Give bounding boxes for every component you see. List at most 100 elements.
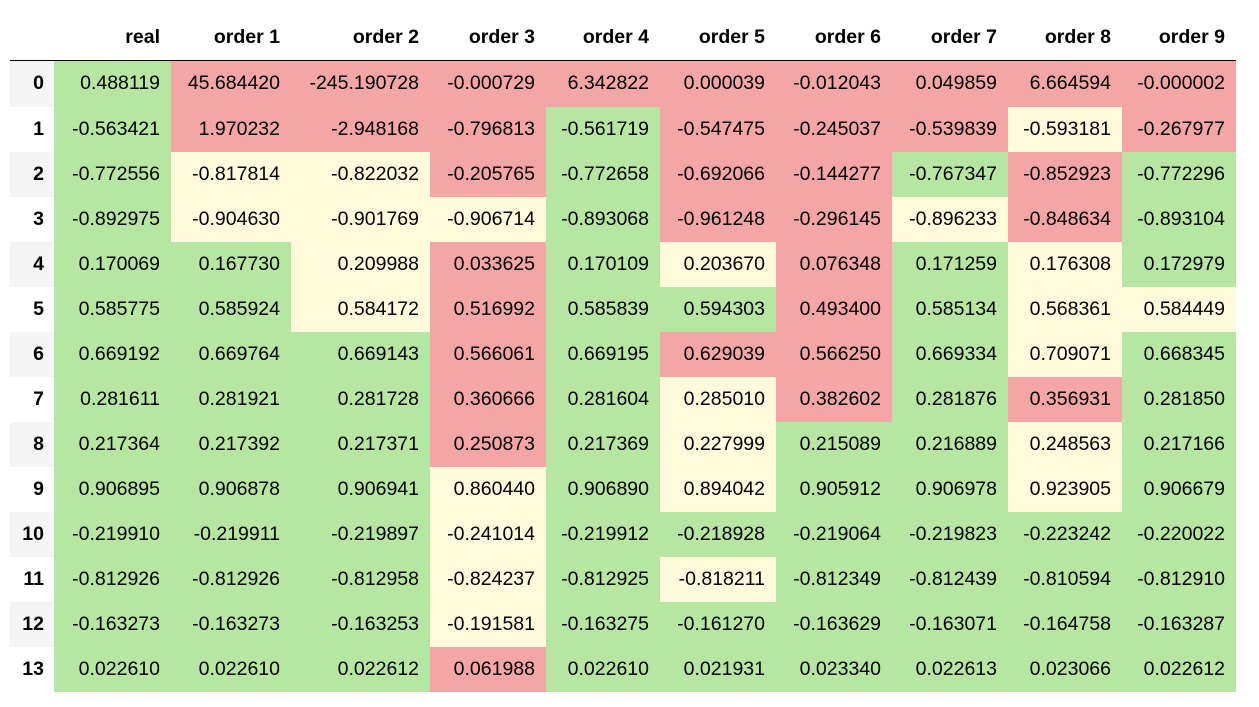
table-cell: 0.049859 [892, 60, 1008, 107]
table-cell: -0.767347 [892, 152, 1008, 197]
table-row: 7 0.281611 0.281921 0.281728 0.360666 0.28160… [10, 377, 1236, 422]
column-header[interactable]: order 8 [1008, 15, 1122, 61]
table-cell: 0.022610 [546, 647, 660, 692]
table-cell: 0.281611 [54, 377, 171, 422]
table-cell: 0.216889 [892, 422, 1008, 467]
table-cell: 0.203670 [660, 242, 776, 287]
table-cell: -0.561719 [546, 107, 660, 152]
column-header[interactable]: order 4 [546, 15, 660, 61]
table-cell: -0.812439 [892, 557, 1008, 602]
table-cell: 0.022612 [1122, 647, 1236, 692]
table-cell: 0.594303 [660, 287, 776, 332]
table-row: 0 0.488119 45.684420 -245.190728 -0.000729 6.… [10, 60, 1236, 107]
table-cell: 0.906941 [291, 467, 430, 512]
column-header[interactable]: real [54, 15, 171, 61]
table-row: 4 0.170069 0.167730 0.209988 0.033625 0.17010… [10, 242, 1236, 287]
table-cell: -0.223242 [1008, 512, 1122, 557]
table-cell: -0.772658 [546, 152, 660, 197]
table-cell: -0.218928 [660, 512, 776, 557]
table-cell: -0.163273 [54, 602, 171, 647]
table-cell: 0.669143 [291, 332, 430, 377]
table-body: 0 0.488119 45.684420 -245.190728 -0.000729 6.… [10, 60, 1236, 692]
table-cell: -0.144277 [776, 152, 892, 197]
column-header[interactable]: order 7 [892, 15, 1008, 61]
table-cell: -0.772296 [1122, 152, 1236, 197]
table-cell: -0.563421 [54, 107, 171, 152]
table-cell: 45.684420 [171, 60, 291, 107]
table-cell: -0.219912 [546, 512, 660, 557]
row-index: 7 [10, 377, 54, 422]
table-cell: 0.566250 [776, 332, 892, 377]
table-cell: 0.022613 [892, 647, 1008, 692]
row-index: 10 [10, 512, 54, 557]
table-cell: 0.669764 [171, 332, 291, 377]
column-header[interactable]: order 6 [776, 15, 892, 61]
table-cell: -0.692066 [660, 152, 776, 197]
table-cell: 0.285010 [660, 377, 776, 422]
table-cell: -0.245037 [776, 107, 892, 152]
table-cell: 0.281728 [291, 377, 430, 422]
table-cell: 0.906878 [171, 467, 291, 512]
table-row: 8 0.217364 0.217392 0.217371 0.250873 0.21736… [10, 422, 1236, 467]
table-cell: -0.812958 [291, 557, 430, 602]
table-cell: -0.219897 [291, 512, 430, 557]
table-cell: 0.585134 [892, 287, 1008, 332]
table-cell: 0.170109 [546, 242, 660, 287]
column-header[interactable]: order 1 [171, 15, 291, 61]
table-cell: 0.061988 [430, 647, 546, 692]
table-cell: -0.296145 [776, 197, 892, 242]
table-cell: 6.342822 [546, 60, 660, 107]
table-cell: -0.000729 [430, 60, 546, 107]
table-cell: -0.796813 [430, 107, 546, 152]
table-cell: 0.023340 [776, 647, 892, 692]
table-cell: 0.250873 [430, 422, 546, 467]
table-cell: -0.163071 [892, 602, 1008, 647]
row-index: 1 [10, 107, 54, 152]
table-cell: -0.163253 [291, 602, 430, 647]
table-cell: -0.892975 [54, 197, 171, 242]
table-cell: 0.584172 [291, 287, 430, 332]
table-cell: 0.023066 [1008, 647, 1122, 692]
table-cell: 0.906890 [546, 467, 660, 512]
table-cell: 0.906978 [892, 467, 1008, 512]
table-cell: -0.163273 [171, 602, 291, 647]
table-cell: 0.356931 [1008, 377, 1122, 422]
table-cell: 0.585924 [171, 287, 291, 332]
table-cell: -0.163287 [1122, 602, 1236, 647]
index-header [10, 15, 54, 61]
row-index: 13 [10, 647, 54, 692]
table-cell: 0.382602 [776, 377, 892, 422]
table-cell: -0.220022 [1122, 512, 1236, 557]
table-cell: 0.669334 [892, 332, 1008, 377]
table-cell: 0.217166 [1122, 422, 1236, 467]
table-cell: 0.217371 [291, 422, 430, 467]
table-cell: 0.281921 [171, 377, 291, 422]
table-cell: -0.818211 [660, 557, 776, 602]
table-cell: 0.172979 [1122, 242, 1236, 287]
table-cell: 1.970232 [171, 107, 291, 152]
row-index: 8 [10, 422, 54, 467]
table-cell: -0.824237 [430, 557, 546, 602]
table-cell: -0.961248 [660, 197, 776, 242]
row-index: 3 [10, 197, 54, 242]
column-header[interactable]: order 9 [1122, 15, 1236, 61]
table-cell: 0.585839 [546, 287, 660, 332]
table-cell: 0.227999 [660, 422, 776, 467]
table-cell: -0.191581 [430, 602, 546, 647]
table-cell: -0.012043 [776, 60, 892, 107]
column-header[interactable]: order 2 [291, 15, 430, 61]
column-header[interactable]: order 5 [660, 15, 776, 61]
row-index: 11 [10, 557, 54, 602]
table-cell: -0.893104 [1122, 197, 1236, 242]
table-cell: -0.896233 [892, 197, 1008, 242]
table-cell: 0.566061 [430, 332, 546, 377]
table-cell: -0.219910 [54, 512, 171, 557]
table-cell: -0.812926 [54, 557, 171, 602]
table-cell: -0.219064 [776, 512, 892, 557]
table-row: 10 -0.219910 -0.219911 -0.219897 -0.241014 -0… [10, 512, 1236, 557]
column-header[interactable]: order 3 [430, 15, 546, 61]
row-index: 12 [10, 602, 54, 647]
table-cell: -0.539839 [892, 107, 1008, 152]
table-cell: -0.901769 [291, 197, 430, 242]
